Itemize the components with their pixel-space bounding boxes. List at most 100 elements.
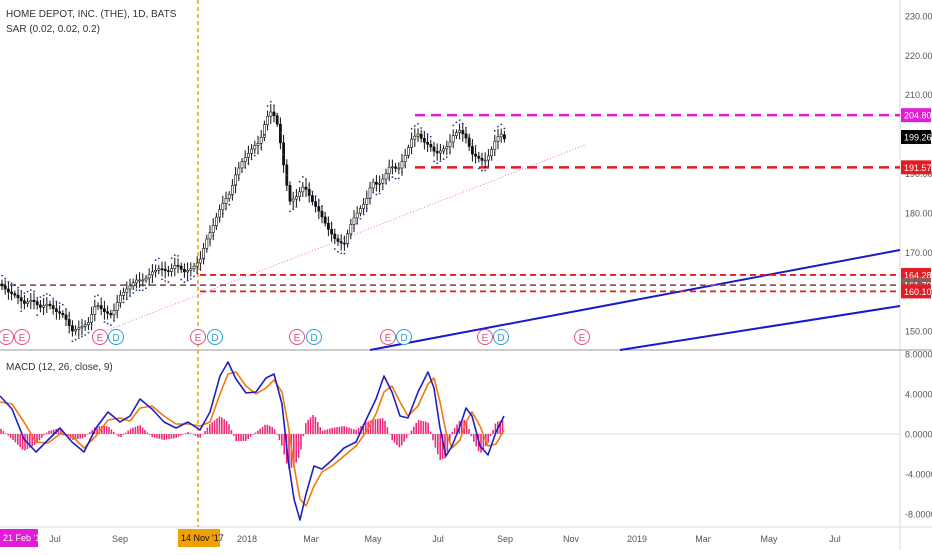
macd-histogram-bar xyxy=(501,420,504,434)
sar-dot xyxy=(404,164,407,167)
sar-dot xyxy=(442,158,445,160)
sar-dot xyxy=(61,303,64,306)
macd-histogram-bar xyxy=(348,427,350,434)
sar-dot xyxy=(170,257,173,260)
candle-body xyxy=(451,135,455,143)
sar-dot xyxy=(221,212,224,215)
candle-body xyxy=(19,297,23,302)
candle-body xyxy=(208,232,212,240)
sar-dot xyxy=(458,119,461,122)
sar-dot xyxy=(327,218,330,220)
macd-histogram-bar xyxy=(261,426,264,434)
sar-dot xyxy=(39,296,42,299)
candle-body xyxy=(7,288,10,293)
macd-histogram-bar xyxy=(393,434,396,443)
sar-dot xyxy=(122,301,125,304)
sar-dot xyxy=(474,145,477,147)
candle-body xyxy=(432,146,436,152)
candle-body xyxy=(467,137,471,147)
macd-histogram-bar xyxy=(247,434,249,440)
macd-histogram-bar xyxy=(427,422,429,434)
macd-histogram-bar xyxy=(14,434,17,443)
sar-dot xyxy=(279,131,282,134)
sar-dot xyxy=(343,252,346,255)
sar-dot xyxy=(205,248,208,251)
candle-body xyxy=(227,193,231,199)
macd-histogram-bar xyxy=(115,434,117,435)
candle-body xyxy=(163,268,167,272)
macd-histogram-bar xyxy=(79,434,81,439)
sar-dot xyxy=(241,171,243,173)
macd-histogram-bar xyxy=(228,424,230,434)
sar-dot xyxy=(330,222,333,225)
candle-body xyxy=(490,149,494,157)
macd-histogram-bar xyxy=(444,434,446,459)
level-badge-204.80 xyxy=(901,108,931,123)
macd-histogram-bar xyxy=(281,434,283,446)
sar-legend[interactable]: SAR (0.02, 0.02, 0.2) xyxy=(6,24,100,35)
macd-histogram-bar xyxy=(487,434,489,443)
candle-body xyxy=(189,268,193,271)
macd-histogram-bar xyxy=(386,427,389,434)
macd-histogram-bar xyxy=(326,429,329,434)
sar-dot xyxy=(445,156,448,158)
sar-dot xyxy=(401,171,403,173)
macd-histogram-bar xyxy=(180,434,182,436)
macd-histogram-bar xyxy=(225,420,228,434)
macd-histogram-bar xyxy=(165,434,168,440)
sar-dot xyxy=(257,152,259,155)
macd-histogram-bar xyxy=(413,426,415,434)
sar-dot xyxy=(132,292,135,294)
candle-body xyxy=(247,152,250,158)
candle-body xyxy=(480,157,484,161)
sar-dot xyxy=(295,205,298,208)
sar-dot xyxy=(362,213,365,216)
macd-legend[interactable]: MACD (12, 26, close, 9) xyxy=(6,362,113,373)
macd-histogram-bar xyxy=(461,420,463,434)
dividend-marker xyxy=(396,329,412,345)
sar-dot xyxy=(234,184,237,186)
macd-histogram-bar xyxy=(192,434,194,435)
sar-dot xyxy=(247,162,250,165)
candle-body xyxy=(259,136,263,144)
macd-histogram-bar xyxy=(209,424,211,434)
sar-dot xyxy=(359,217,362,220)
macd-histogram-bar xyxy=(177,434,180,437)
candle-body xyxy=(381,178,385,184)
candle-body xyxy=(218,209,222,218)
candle-body xyxy=(416,133,420,137)
macd-histogram-bar xyxy=(218,416,221,434)
start-date-text: 21 Feb '17 xyxy=(3,533,45,543)
candle-body xyxy=(419,133,423,139)
candle-body xyxy=(154,270,158,273)
macd-histogram-bar xyxy=(77,434,79,440)
candle-body xyxy=(368,187,372,199)
macd-histogram-bar xyxy=(43,434,45,436)
macd-histogram-bar xyxy=(204,431,206,434)
candle-body xyxy=(502,134,506,140)
symbol-legend[interactable]: HOME DEPOT, INC. (THE), 1D, BATS xyxy=(6,9,177,20)
candle-body xyxy=(269,111,273,117)
candle-body xyxy=(272,111,276,117)
candle-body xyxy=(464,133,468,139)
sar-dot xyxy=(433,160,435,163)
macd-histogram-bar xyxy=(113,431,115,434)
macd-histogram-bar xyxy=(235,434,237,441)
macd-histogram-bar xyxy=(173,434,175,439)
candle-body xyxy=(298,191,302,197)
macd-histogram-bar xyxy=(2,431,5,434)
macd-histogram-bar xyxy=(206,427,209,434)
macd-histogram-bar xyxy=(223,419,225,434)
macd-histogram-bar xyxy=(293,434,295,468)
macd-histogram-bar xyxy=(266,424,269,434)
dividend-marker xyxy=(108,329,124,345)
price-pane-background xyxy=(0,0,900,350)
candle-body xyxy=(275,115,279,125)
candle-body xyxy=(403,155,407,163)
candle-body xyxy=(71,325,74,332)
candle-body xyxy=(32,299,36,302)
macd-histogram-bar xyxy=(341,426,343,434)
sar-dot xyxy=(285,174,288,177)
